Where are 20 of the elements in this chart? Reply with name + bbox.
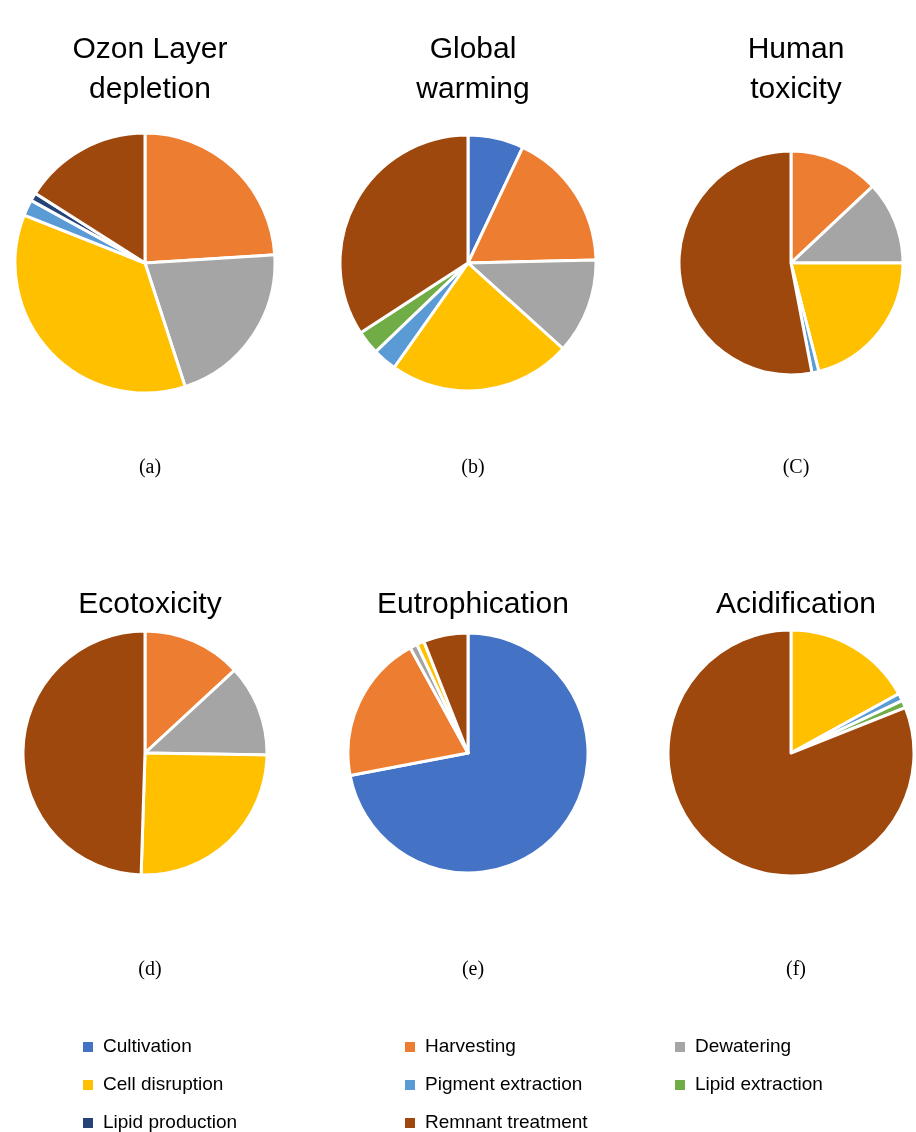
chart-title: Human toxicity [747, 31, 845, 104]
text: (b) [461, 455, 485, 478]
legend-label: Remnant treatment [425, 1111, 589, 1132]
text: (a) [138, 455, 162, 478]
legend-label: Cultivation [103, 1035, 192, 1056]
legend-label: Dewatering [695, 1035, 792, 1056]
text: (e) [461, 957, 485, 980]
legend-label: Lipid production [103, 1111, 238, 1132]
chart-title: Acidification [715, 586, 877, 619]
legend-label: Pigment extraction [425, 1073, 583, 1094]
chart-title: Eutrophication [377, 586, 569, 619]
chart-title: Ozon Layer depletion [72, 31, 228, 104]
chart-title: Ecotoxicity [78, 586, 222, 619]
text: (C) [782, 455, 810, 478]
chart-title: Global warming [415, 31, 530, 104]
text: (f) [786, 957, 806, 980]
legend-label: Harvesting [425, 1035, 516, 1056]
text: (d) [138, 957, 162, 980]
legend-label: Cell disruption [103, 1073, 224, 1094]
legend-label: Lipid extraction [695, 1073, 823, 1094]
